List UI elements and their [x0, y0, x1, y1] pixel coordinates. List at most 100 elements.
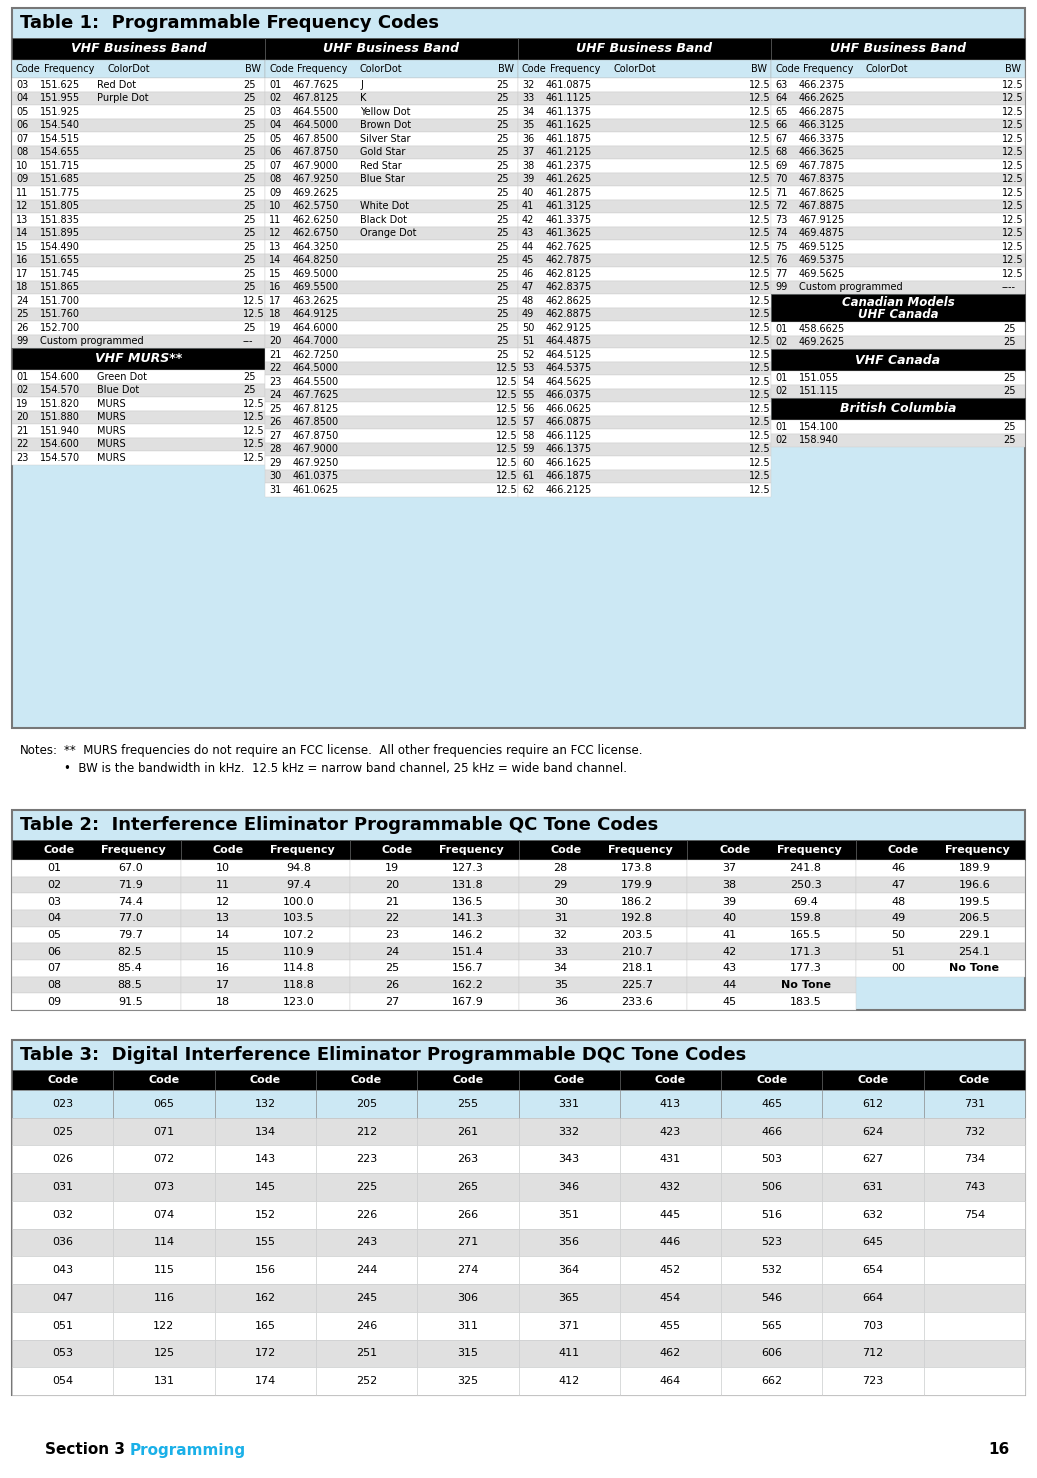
- Bar: [518, 389, 770, 402]
- Bar: [349, 876, 518, 893]
- Text: 466.2625: 466.2625: [798, 93, 845, 103]
- Text: 156: 156: [255, 1265, 276, 1276]
- Text: 546: 546: [761, 1293, 782, 1304]
- Text: 04: 04: [269, 120, 281, 130]
- Text: 12.5: 12.5: [1002, 80, 1024, 90]
- Bar: [822, 1202, 924, 1228]
- Bar: [770, 254, 1025, 268]
- Bar: [518, 402, 770, 415]
- Text: 229.1: 229.1: [958, 930, 990, 940]
- Text: 251: 251: [356, 1348, 377, 1358]
- Text: 467.7875: 467.7875: [798, 161, 845, 171]
- Text: 25: 25: [496, 188, 508, 198]
- Text: 136.5: 136.5: [452, 897, 483, 906]
- Text: 467.8375: 467.8375: [798, 174, 845, 185]
- Text: 462.8125: 462.8125: [546, 269, 592, 279]
- Text: 61: 61: [522, 471, 534, 482]
- Text: 461.0375: 461.0375: [293, 471, 339, 482]
- Text: 462.9125: 462.9125: [546, 322, 592, 333]
- Text: 463.2625: 463.2625: [293, 296, 339, 306]
- Bar: [721, 1367, 822, 1395]
- Bar: [12, 1367, 113, 1395]
- Text: 64: 64: [775, 93, 787, 103]
- Bar: [265, 457, 518, 470]
- Text: Frequency: Frequency: [946, 845, 1010, 854]
- Text: 431: 431: [660, 1154, 681, 1165]
- Text: 48: 48: [891, 897, 905, 906]
- Bar: [113, 1145, 215, 1174]
- Text: 346: 346: [559, 1182, 580, 1193]
- Text: 364: 364: [559, 1265, 580, 1276]
- Text: Code: Code: [351, 1075, 382, 1085]
- Text: 165: 165: [255, 1321, 276, 1330]
- Text: Frequency: Frequency: [439, 845, 504, 854]
- Text: Code: Code: [213, 845, 244, 854]
- Text: 36: 36: [554, 996, 567, 1007]
- Text: Orange Dot: Orange Dot: [360, 228, 417, 238]
- Bar: [215, 1117, 316, 1145]
- Text: 77.0: 77.0: [118, 913, 143, 924]
- Text: Red Star: Red Star: [360, 161, 401, 171]
- Text: 461.1125: 461.1125: [546, 93, 592, 103]
- Text: 16: 16: [16, 256, 28, 265]
- Text: No Tone: No Tone: [781, 980, 831, 990]
- Text: 01: 01: [775, 372, 787, 383]
- Bar: [265, 402, 518, 415]
- Text: 723: 723: [863, 1376, 884, 1386]
- Text: 21: 21: [385, 897, 399, 906]
- Text: 254.1: 254.1: [958, 947, 990, 956]
- Text: 02: 02: [775, 337, 787, 347]
- Text: 461.1875: 461.1875: [546, 133, 592, 143]
- Bar: [316, 1174, 417, 1202]
- Bar: [265, 347, 518, 362]
- Bar: [518, 1367, 620, 1395]
- Text: 12.5: 12.5: [749, 309, 770, 319]
- Bar: [924, 1312, 1025, 1339]
- Text: 22: 22: [269, 364, 281, 374]
- Bar: [180, 893, 349, 910]
- Bar: [770, 118, 1025, 132]
- Text: 25: 25: [496, 350, 508, 359]
- Bar: [518, 254, 770, 268]
- Bar: [265, 226, 518, 239]
- Bar: [12, 398, 265, 411]
- Bar: [265, 132, 518, 145]
- Text: 464.3250: 464.3250: [293, 242, 339, 251]
- Bar: [265, 389, 518, 402]
- Text: 274: 274: [457, 1265, 478, 1276]
- Text: 18: 18: [16, 282, 28, 293]
- Text: 03: 03: [269, 106, 281, 117]
- Text: 12.5: 12.5: [1002, 214, 1024, 225]
- Text: 455: 455: [660, 1321, 681, 1330]
- Text: 467.8750: 467.8750: [293, 430, 339, 440]
- Text: 25: 25: [496, 106, 508, 117]
- Bar: [265, 213, 518, 226]
- Text: 34: 34: [522, 106, 534, 117]
- Bar: [349, 943, 518, 961]
- Text: 462.6250: 462.6250: [293, 214, 339, 225]
- Text: 33: 33: [554, 947, 567, 956]
- Text: 466.3625: 466.3625: [798, 148, 845, 157]
- Text: 19: 19: [385, 863, 399, 873]
- Text: 464.7000: 464.7000: [293, 337, 339, 346]
- Text: Code: Code: [522, 64, 546, 74]
- Text: 25: 25: [496, 174, 508, 185]
- Bar: [349, 860, 518, 876]
- Text: 12.5: 12.5: [749, 350, 770, 359]
- Text: 469.2625: 469.2625: [798, 337, 845, 347]
- Text: 25: 25: [243, 242, 255, 251]
- Text: 12.5: 12.5: [243, 426, 264, 436]
- Text: 734: 734: [963, 1154, 985, 1165]
- Text: Blue Star: Blue Star: [360, 174, 404, 185]
- Text: 25: 25: [243, 372, 255, 381]
- Text: 154.515: 154.515: [40, 133, 80, 143]
- Bar: [770, 420, 1025, 433]
- Text: 41: 41: [522, 201, 534, 211]
- Bar: [770, 239, 1025, 254]
- Bar: [215, 1228, 316, 1256]
- Text: 15: 15: [16, 242, 28, 251]
- Text: MURS: MURS: [97, 452, 125, 463]
- Text: 173.8: 173.8: [621, 863, 652, 873]
- Bar: [265, 92, 518, 105]
- Text: 071: 071: [153, 1126, 174, 1137]
